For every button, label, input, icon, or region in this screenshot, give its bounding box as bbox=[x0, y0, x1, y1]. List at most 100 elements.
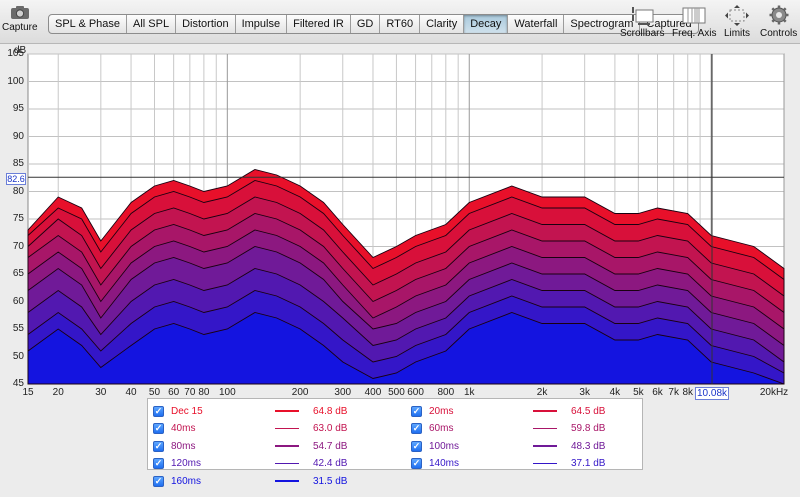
legend-item: ✓ Dec 15 64.8 dB bbox=[153, 403, 403, 419]
x-tick-label: 20kHz bbox=[759, 387, 789, 398]
view-tabs: SPL & Phase All SPL Distortion Impulse F… bbox=[48, 14, 699, 34]
x-tick-label: 30 bbox=[95, 387, 107, 398]
legend-swatch bbox=[275, 410, 299, 412]
capture-label: Capture bbox=[2, 22, 38, 33]
tab-clarity[interactable]: Clarity bbox=[420, 15, 465, 33]
x-tick-label: 60 bbox=[168, 387, 180, 398]
cursor-x-readout: 10.08k bbox=[694, 387, 730, 400]
scrollbars-label: Scrollbars bbox=[620, 28, 665, 39]
tab-impulse[interactable]: Impulse bbox=[236, 15, 288, 33]
controls-button[interactable]: Controls bbox=[760, 4, 797, 39]
limits-icon bbox=[725, 5, 749, 26]
legend-item: ✓ 80ms 54.7 dB bbox=[153, 438, 403, 454]
legend-checkbox[interactable]: ✓ bbox=[411, 423, 422, 434]
tab-waterfall[interactable]: Waterfall bbox=[508, 15, 565, 33]
legend-checkbox[interactable]: ✓ bbox=[411, 405, 422, 417]
tab-filtered-ir[interactable]: Filtered IR bbox=[287, 15, 351, 33]
cursor-y-readout: 82.6 bbox=[6, 173, 26, 185]
limits-label: Limits bbox=[723, 28, 751, 39]
decay-plot[interactable] bbox=[0, 44, 800, 398]
x-tick-label: 5k bbox=[633, 387, 644, 398]
legend-item: ✓ 20ms 64.5 dB bbox=[411, 403, 661, 419]
y-tick-label: 75 bbox=[12, 213, 24, 224]
x-tick-label: 40 bbox=[125, 387, 137, 398]
legend-checkbox[interactable]: ✓ bbox=[411, 440, 422, 452]
controls-label: Controls bbox=[760, 28, 798, 39]
camera-icon bbox=[10, 6, 29, 19]
legend-name: 60ms bbox=[429, 423, 454, 434]
x-tick-label: 4k bbox=[609, 387, 621, 398]
legend-swatch bbox=[533, 445, 557, 447]
legend-name: 160ms bbox=[171, 475, 202, 487]
x-tick-label: 8k bbox=[682, 387, 693, 398]
tab-spl-phase[interactable]: SPL & Phase bbox=[49, 15, 128, 33]
x-tick-label: 200 bbox=[291, 387, 309, 398]
x-tick-label: 600 bbox=[407, 387, 424, 398]
freq-axis-label: Freq. Axis bbox=[672, 28, 717, 39]
y-tick-label: 95 bbox=[12, 103, 24, 114]
legend-value: 48.3 dB bbox=[571, 440, 606, 452]
tab-captured[interactable]: Captured bbox=[646, 18, 692, 30]
legend-panel: ✓ Dec 15 64.8 dB ✓ 20ms 64.5 dB ✓ 40ms 63.0 dB ✓ 6… bbox=[147, 398, 643, 487]
legend-item: ✓ 140ms 37.1 dB bbox=[411, 456, 661, 472]
tab-gd[interactable]: GD bbox=[351, 15, 381, 33]
x-tick-label: 7k bbox=[668, 387, 679, 398]
legend-checkbox[interactable]: ✓ bbox=[153, 440, 164, 452]
scrollbars-button[interactable]: Scrollbars bbox=[620, 4, 664, 39]
limits-button[interactable]: Limits bbox=[722, 4, 752, 39]
x-tick-label: 20 bbox=[52, 387, 64, 398]
decay-series bbox=[27, 169, 785, 385]
tab-all-spl[interactable]: All SPL bbox=[127, 15, 177, 33]
legend-value: 59.8 dB bbox=[571, 423, 606, 434]
legend-checkbox[interactable]: ✓ bbox=[153, 458, 164, 469]
tab-distortion[interactable]: Distortion bbox=[176, 15, 236, 33]
x-tick-label: 400 bbox=[364, 387, 382, 398]
legend-name: 140ms bbox=[429, 458, 460, 469]
legend-value: 37.1 dB bbox=[571, 458, 606, 469]
legend-name: 80ms bbox=[171, 440, 196, 452]
legend-checkbox[interactable]: ✓ bbox=[153, 405, 164, 417]
y-tick-label: 70 bbox=[12, 240, 24, 252]
legend-value: 64.5 dB bbox=[571, 405, 606, 417]
legend-swatch bbox=[275, 462, 299, 464]
toolbar: Capture SPL & Phase All SPL Distortion I… bbox=[0, 0, 800, 44]
x-tick-label: 1k bbox=[463, 387, 475, 398]
y-tick-label: 50 bbox=[12, 350, 24, 362]
legend-item: ✓ 160ms 31.5 dB bbox=[153, 473, 403, 489]
tab-decay[interactable]: Decay bbox=[464, 15, 509, 33]
legend-swatch bbox=[533, 410, 557, 412]
legend-value: 54.7 dB bbox=[313, 440, 348, 452]
legend-item: ✓ 100ms 48.3 dB bbox=[411, 438, 661, 454]
tab-rt60[interactable]: RT60 bbox=[380, 15, 421, 33]
legend-checkbox[interactable]: ✓ bbox=[153, 423, 164, 434]
legend-value: 42.4 dB bbox=[313, 458, 348, 469]
y-tick-label: 55 bbox=[12, 323, 24, 334]
freq-axis-button[interactable]: Freq. Axis bbox=[672, 4, 716, 39]
legend-value: 31.5 dB bbox=[313, 475, 348, 487]
x-tick-label: 100 bbox=[218, 387, 236, 398]
x-tick-label: 80 bbox=[198, 387, 210, 398]
y-tick-label: 80 bbox=[12, 185, 24, 197]
y-tick-label: 60 bbox=[12, 295, 24, 307]
y-tick-label: 90 bbox=[12, 130, 24, 142]
legend-name: 100ms bbox=[429, 440, 460, 452]
x-tick-label: 800 bbox=[437, 387, 455, 398]
x-tick-label: 3k bbox=[579, 387, 590, 398]
y-tick-label: 85 bbox=[12, 158, 24, 169]
legend-value: 63.0 dB bbox=[313, 423, 348, 434]
legend-item: ✓ 40ms 63.0 dB bbox=[153, 421, 403, 437]
legend-item: ✓ 120ms 42.4 dB bbox=[153, 456, 403, 472]
legend-swatch bbox=[275, 427, 299, 429]
legend-name: 40ms bbox=[171, 423, 196, 434]
y-tick-label: 105 bbox=[7, 48, 24, 59]
legend-item: ✓ 60ms 59.8 dB bbox=[411, 421, 661, 437]
legend-name: Dec 15 bbox=[171, 405, 203, 417]
x-tick-label: 6k bbox=[652, 387, 663, 398]
legend-value: 64.8 dB bbox=[313, 405, 348, 417]
legend-checkbox[interactable]: ✓ bbox=[411, 458, 422, 469]
y-tick-label: 100 bbox=[7, 75, 24, 87]
legend-checkbox[interactable]: ✓ bbox=[153, 475, 164, 487]
capture-button[interactable]: Capture bbox=[2, 4, 38, 33]
x-tick-label: 2k bbox=[536, 387, 548, 398]
legend-name: 20ms bbox=[429, 405, 454, 417]
